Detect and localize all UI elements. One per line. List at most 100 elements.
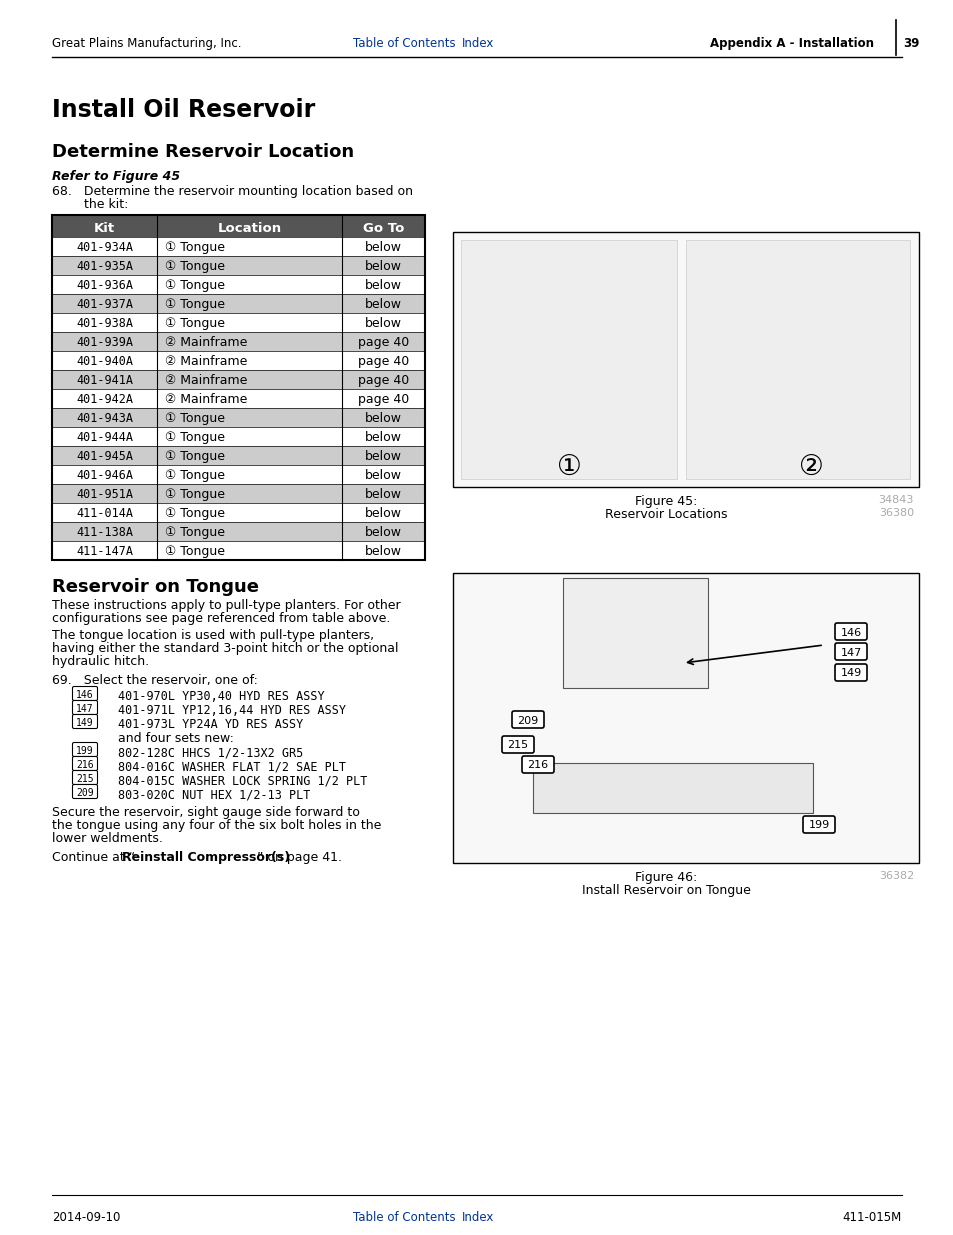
Text: 209: 209 xyxy=(517,715,538,725)
Text: below: below xyxy=(365,241,401,254)
Text: 401-934A: 401-934A xyxy=(76,241,132,254)
Bar xyxy=(453,573,918,863)
Text: Figure 46:: Figure 46: xyxy=(634,871,697,884)
Text: 802-128C HHCS 1/2-13X2 GR5: 802-128C HHCS 1/2-13X2 GR5 xyxy=(118,746,303,760)
Text: page 40: page 40 xyxy=(357,393,409,406)
Bar xyxy=(453,232,918,487)
Text: 411-014A: 411-014A xyxy=(76,508,132,520)
Text: 36382: 36382 xyxy=(878,871,913,881)
FancyBboxPatch shape xyxy=(72,784,97,799)
Text: Great Plains Manufacturing, Inc.: Great Plains Manufacturing, Inc. xyxy=(52,37,241,49)
Text: hydraulic hitch.: hydraulic hitch. xyxy=(52,655,149,668)
Text: 401-943A: 401-943A xyxy=(76,412,132,425)
Text: These instructions apply to pull-type planters. For other: These instructions apply to pull-type pl… xyxy=(52,599,400,613)
Text: ① Tongue: ① Tongue xyxy=(165,488,225,501)
Text: ① Tongue: ① Tongue xyxy=(165,241,225,254)
Text: 215: 215 xyxy=(76,773,93,783)
Bar xyxy=(52,312,424,332)
Text: below: below xyxy=(365,545,401,558)
Text: 401-937A: 401-937A xyxy=(76,298,132,311)
Text: below: below xyxy=(365,526,401,538)
Text: ① Tongue: ① Tongue xyxy=(165,526,225,538)
FancyBboxPatch shape xyxy=(521,756,554,773)
Text: 216: 216 xyxy=(527,761,548,771)
Text: ① Tongue: ① Tongue xyxy=(165,431,225,445)
FancyBboxPatch shape xyxy=(72,687,97,700)
Bar xyxy=(52,408,424,427)
Text: ② Mainframe: ② Mainframe xyxy=(165,393,247,406)
Text: the tongue using any four of the six bolt holes in the: the tongue using any four of the six bol… xyxy=(52,819,381,832)
Text: Continue at “: Continue at “ xyxy=(52,851,135,864)
FancyBboxPatch shape xyxy=(834,664,866,680)
Bar xyxy=(52,256,424,275)
Text: 401-945A: 401-945A xyxy=(76,450,132,463)
Bar xyxy=(52,215,424,237)
Text: 147: 147 xyxy=(76,704,93,714)
Text: Reservoir on Tongue: Reservoir on Tongue xyxy=(52,578,258,597)
Text: ① Tongue: ① Tongue xyxy=(165,469,225,482)
Text: Install Reservoir on Tongue: Install Reservoir on Tongue xyxy=(581,884,750,897)
Text: below: below xyxy=(365,279,401,291)
FancyBboxPatch shape xyxy=(72,742,97,757)
Text: 401-973L YP24A YD RES ASSY: 401-973L YP24A YD RES ASSY xyxy=(118,718,303,731)
Text: Index: Index xyxy=(461,37,494,49)
Text: Appendix A - Installation: Appendix A - Installation xyxy=(709,37,873,49)
Bar xyxy=(52,446,424,466)
Text: Kit: Kit xyxy=(93,221,115,235)
Text: below: below xyxy=(365,450,401,463)
Bar xyxy=(52,522,424,541)
Text: page 40: page 40 xyxy=(357,354,409,368)
Text: 401-938A: 401-938A xyxy=(76,317,132,330)
Text: Determine Reservoir Location: Determine Reservoir Location xyxy=(52,143,354,161)
Text: 401-942A: 401-942A xyxy=(76,393,132,406)
Text: below: below xyxy=(365,261,401,273)
Text: page 40: page 40 xyxy=(357,336,409,350)
Text: 401-935A: 401-935A xyxy=(76,261,132,273)
Text: below: below xyxy=(365,431,401,445)
FancyBboxPatch shape xyxy=(72,700,97,715)
Text: ① Tongue: ① Tongue xyxy=(165,412,225,425)
Bar xyxy=(52,275,424,294)
Text: 401-940A: 401-940A xyxy=(76,354,132,368)
Text: ① Tongue: ① Tongue xyxy=(165,298,225,311)
Bar xyxy=(52,541,424,559)
Bar xyxy=(52,351,424,370)
Text: Reservoir Locations: Reservoir Locations xyxy=(604,508,726,521)
Bar xyxy=(52,484,424,503)
Text: 209: 209 xyxy=(76,788,93,798)
Text: 36380: 36380 xyxy=(878,508,913,517)
Text: Install Oil Reservoir: Install Oil Reservoir xyxy=(52,98,314,122)
Text: 803-020C NUT HEX 1/2-13 PLT: 803-020C NUT HEX 1/2-13 PLT xyxy=(118,788,310,802)
Text: below: below xyxy=(365,508,401,520)
Text: 401-944A: 401-944A xyxy=(76,431,132,445)
Text: 411-147A: 411-147A xyxy=(76,545,132,558)
Bar xyxy=(52,370,424,389)
Text: 804-015C WASHER LOCK SPRING 1/2 PLT: 804-015C WASHER LOCK SPRING 1/2 PLT xyxy=(118,774,367,787)
Text: 68.   Determine the reservoir mounting location based on: 68. Determine the reservoir mounting loc… xyxy=(52,185,413,198)
Bar xyxy=(52,503,424,522)
Text: 39: 39 xyxy=(902,37,919,49)
FancyBboxPatch shape xyxy=(501,736,534,753)
FancyBboxPatch shape xyxy=(72,715,97,729)
Text: ② Mainframe: ② Mainframe xyxy=(165,336,247,350)
Text: ① Tongue: ① Tongue xyxy=(165,508,225,520)
Text: ① Tongue: ① Tongue xyxy=(165,545,225,558)
Text: having either the standard 3-point hitch or the optional: having either the standard 3-point hitch… xyxy=(52,642,398,655)
Text: below: below xyxy=(365,488,401,501)
Text: ① Tongue: ① Tongue xyxy=(165,279,225,291)
FancyBboxPatch shape xyxy=(512,711,543,727)
Text: ② Mainframe: ② Mainframe xyxy=(165,374,247,387)
Text: Location: Location xyxy=(217,221,281,235)
Text: and four sets new:: and four sets new: xyxy=(118,732,233,745)
Text: Figure 45:: Figure 45: xyxy=(634,495,697,508)
Text: below: below xyxy=(365,412,401,425)
Bar xyxy=(562,578,707,688)
Text: 199: 199 xyxy=(807,820,829,830)
Text: below: below xyxy=(365,298,401,311)
FancyBboxPatch shape xyxy=(834,643,866,659)
Text: ①: ① xyxy=(557,453,581,480)
Text: 34843: 34843 xyxy=(878,495,913,505)
Text: ① Tongue: ① Tongue xyxy=(165,261,225,273)
Text: page 40: page 40 xyxy=(357,374,409,387)
Text: 401-951A: 401-951A xyxy=(76,488,132,501)
